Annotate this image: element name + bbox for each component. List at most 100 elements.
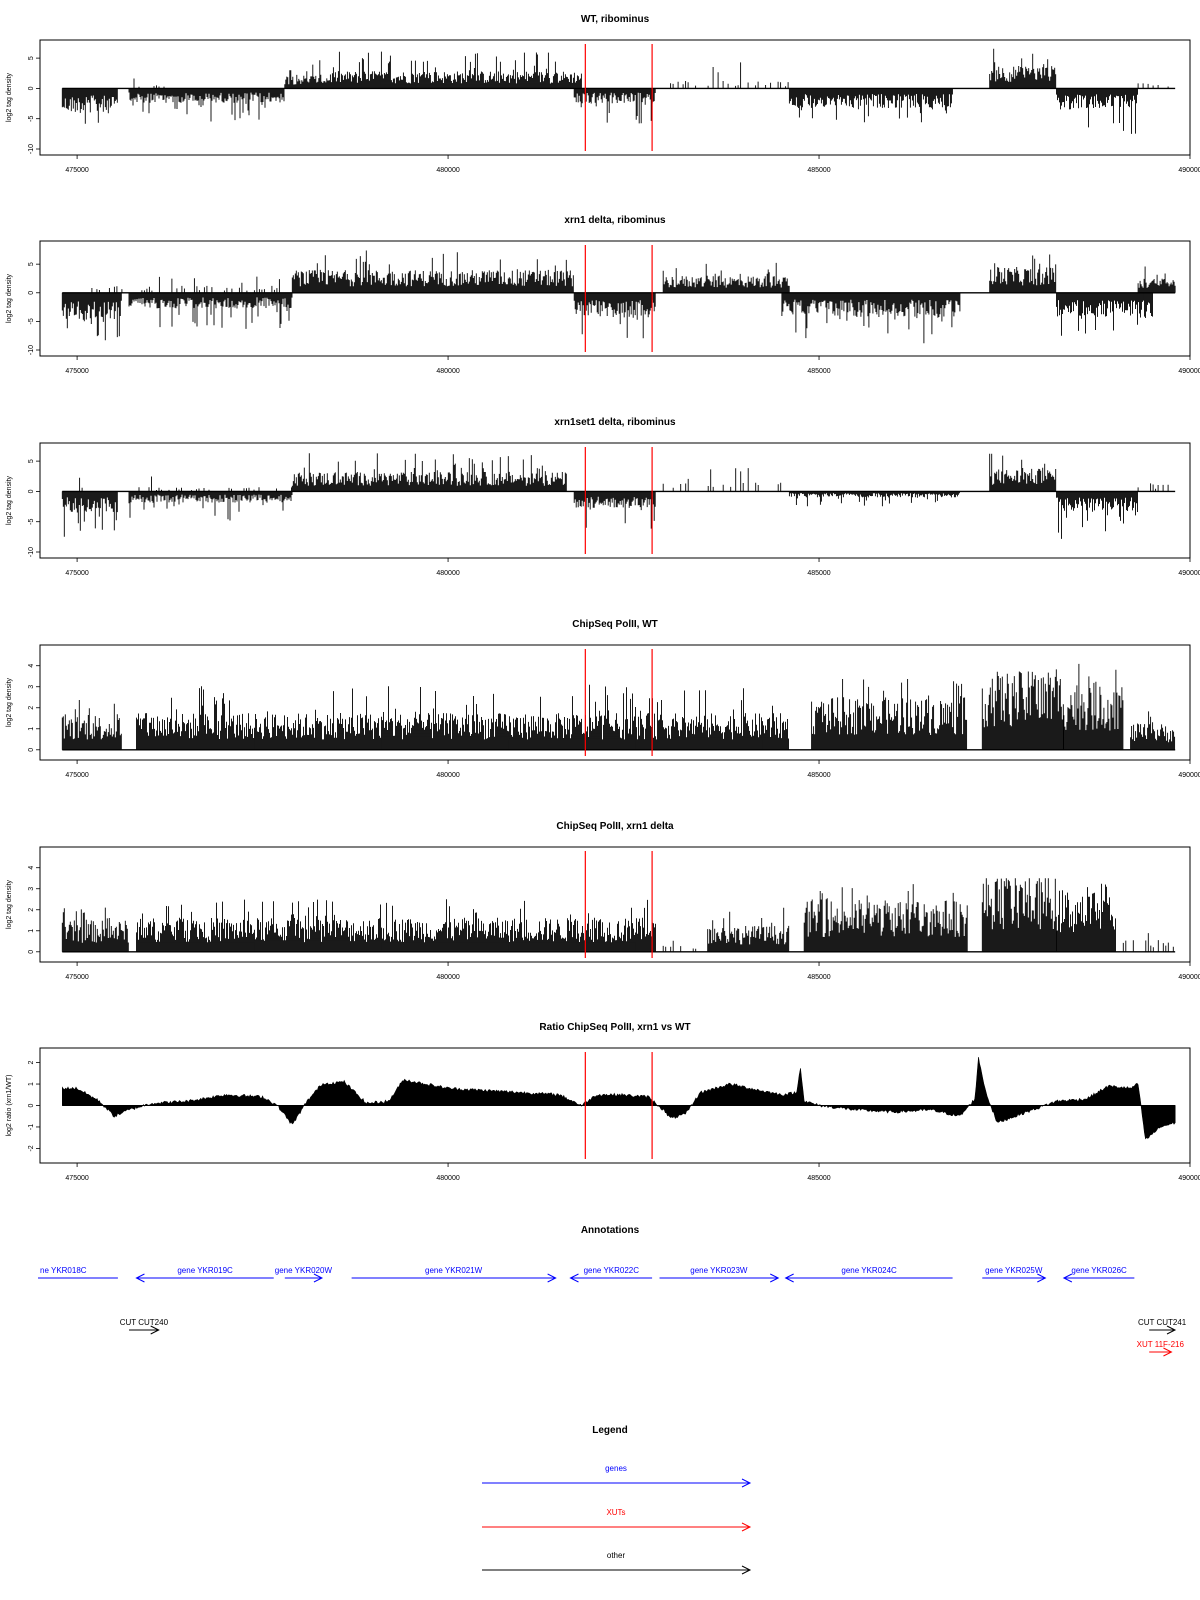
x-tick-label: 475000 — [65, 570, 88, 577]
feature-arrowhead — [770, 1273, 780, 1283]
signal-segment — [662, 468, 782, 492]
panel-title: ChipSeq PolII, xrn1 delta — [556, 821, 674, 832]
feature-arrowhead — [569, 1273, 579, 1283]
panel-title: ChipSeq PolII, WT — [572, 619, 658, 630]
feature-label: gene YKR020W — [275, 1266, 333, 1275]
y-tick-label: 0 — [28, 1103, 35, 1107]
y-tick-label: 1 — [28, 727, 35, 731]
signal-segment — [138, 476, 292, 492]
track-panel-5: Ratio ChipSeq PolII, xrn1 vs WT log2 rati… — [6, 1022, 1200, 1182]
y-tick-label: 2 — [28, 908, 35, 912]
x-tick-label: 490000 — [1178, 772, 1200, 779]
x-tick-label: 480000 — [436, 167, 459, 174]
y-axis-label: log2 tag density — [6, 677, 13, 727]
x-tick-label: 485000 — [807, 1175, 830, 1182]
y-tick-label: 1 — [28, 929, 35, 933]
signal-segment — [61, 292, 122, 341]
signal-bars — [61, 663, 1176, 750]
annotation-gene: gene YKR021W — [351, 1266, 557, 1283]
annotation-xut: XUT 11F-216 — [1137, 1340, 1185, 1357]
feature-label: gene YKR022C — [584, 1266, 640, 1275]
legend-arrowhead — [741, 1522, 752, 1532]
feature-label: gene YKR025W — [985, 1266, 1043, 1275]
signal-segment — [128, 491, 293, 521]
signal-segment — [1137, 83, 1169, 89]
signal-segment — [61, 700, 122, 750]
legend-label: genes — [605, 1464, 627, 1473]
legend: Legend genes XUTs other — [482, 1425, 752, 1575]
annotation-gene: gene YKR019C — [135, 1266, 274, 1283]
y-tick-label: 1 — [28, 1082, 35, 1086]
plot-frame — [39, 644, 1191, 761]
track-panel-1: xrn1 delta, ribominus log2 tag density -10… — [6, 215, 1200, 375]
track-panel-3: ChipSeq PolII, WT log2 tag density 0 1 2 3 4 47… — [6, 619, 1200, 779]
signal-segment — [61, 88, 118, 124]
feature-label: ne YKR018C — [40, 1266, 87, 1275]
feature-arrowhead — [313, 1273, 324, 1283]
signal-bars — [61, 878, 1174, 952]
signal-segment — [1056, 491, 1138, 539]
signal-bars — [61, 250, 1176, 344]
y-tick-label: -10 — [28, 345, 35, 355]
x-tick-label: 490000 — [1178, 167, 1200, 174]
annotation-gene: gene YKR025W — [982, 1266, 1047, 1283]
plot-frame — [39, 39, 1191, 156]
annotation-gene: gene YKR020W — [275, 1266, 333, 1283]
y-tick-label: 0 — [28, 86, 35, 90]
feature-label: gene YKR023W — [690, 1266, 748, 1275]
y-tick-label: -2 — [28, 1145, 35, 1151]
legend-label: other — [607, 1551, 626, 1560]
y-axis-label: log2 tag density — [6, 879, 13, 929]
signal-segment — [662, 262, 790, 293]
feature-label: gene YKR026C — [1071, 1266, 1127, 1275]
signal-segment — [128, 292, 293, 329]
annotation-gene: gene YKR023W — [659, 1266, 780, 1283]
signal-segment — [284, 60, 330, 89]
x-tick-label: 480000 — [436, 974, 459, 981]
signal-segment — [128, 88, 285, 122]
signal-segment — [291, 453, 567, 492]
y-tick-label: -5 — [28, 318, 35, 324]
feature-arrowhead — [784, 1273, 794, 1283]
y-tick-label: 4 — [28, 664, 35, 668]
signal-segment — [1063, 663, 1124, 750]
legend-item: other — [482, 1551, 752, 1575]
feature-arrowhead — [547, 1273, 557, 1283]
y-tick-label: -1 — [28, 1124, 35, 1130]
signal-segment — [811, 679, 968, 750]
legend-arrowhead — [741, 1478, 752, 1488]
signal-segment — [573, 292, 656, 339]
panel-title: Ratio ChipSeq PolII, xrn1 vs WT — [539, 1022, 690, 1033]
x-tick-label: 490000 — [1178, 974, 1200, 981]
annotation-gene: gene YKR022C — [569, 1266, 653, 1283]
y-tick-label: 0 — [28, 291, 35, 295]
annotations-title: Annotations — [581, 1225, 640, 1236]
panel-title: xrn1set1 delta, ribominus — [554, 417, 676, 428]
signal-segment — [670, 62, 789, 89]
x-tick-label: 490000 — [1178, 368, 1200, 375]
x-tick-label: 475000 — [65, 974, 88, 981]
signal-segment — [1137, 483, 1169, 492]
legend-items: genes XUTs other — [482, 1464, 752, 1575]
x-tick-label: 475000 — [65, 368, 88, 375]
legend-label: XUTs — [606, 1508, 625, 1517]
feature-arrowhead — [1037, 1273, 1047, 1283]
signal-segment — [1056, 292, 1153, 336]
signal-segment — [136, 684, 789, 750]
signal-segment — [1137, 266, 1176, 293]
annotation-gene: gene YKR026C — [1062, 1266, 1135, 1283]
feature-arrowhead — [1166, 1325, 1177, 1335]
y-tick-label: 2 — [28, 1061, 35, 1065]
signal-segment — [61, 907, 129, 952]
signal-segment — [981, 669, 1064, 750]
signal-segment — [803, 884, 968, 952]
x-tick-label: 475000 — [65, 772, 88, 779]
y-tick-label: 5 — [28, 56, 35, 60]
annotation-other: CUT CUT241 — [1138, 1318, 1187, 1335]
feature-label: XUT 11F-216 — [1137, 1340, 1185, 1349]
signal-segment — [989, 453, 1057, 492]
y-tick-label: -5 — [28, 518, 35, 524]
signal-segment — [1130, 711, 1176, 750]
signal-segment — [989, 254, 1057, 293]
